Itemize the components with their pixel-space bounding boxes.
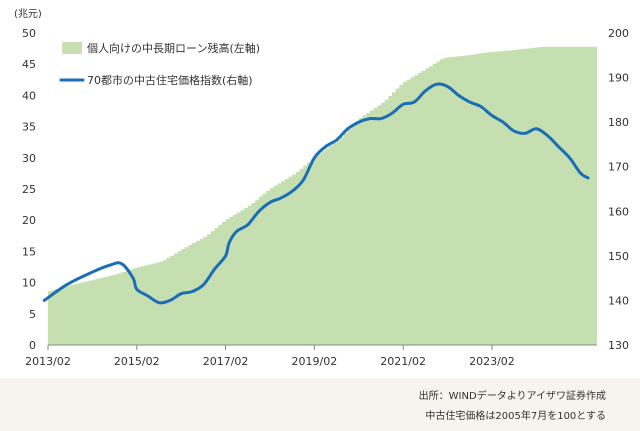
right-axis-tick-label: 140 [608,294,629,307]
right-axis-tick-label: 180 [608,116,629,129]
right-axis-tick-label: 200 [608,27,629,40]
left-axis-tick-label: 15 [22,245,36,258]
chart-footer: 出所：WINDデータよりアイザワ証券作成 中古住宅価格は2005年7月を100と… [0,378,640,431]
chart-area: 2013/02 2015/02 2017/02 2019/02 2021/02 2023/… [14,8,629,368]
left-axis-tick-label: 50 [22,27,36,40]
series-loan-balance-area [48,46,597,345]
left-axis-tick-label: 25 [22,183,36,196]
left-axis-tick-label: 0 [29,339,36,352]
left-axis-unit-label: (兆元) [14,8,42,20]
legend-swatch-loan-balance [62,42,82,54]
right-axis-tick-label: 150 [608,250,629,263]
x-tick-label: 2021/02 [380,355,426,368]
left-axis-tick-label: 35 [22,121,36,134]
left-axis-tick-label: 30 [22,152,36,165]
right-axis-tick-label: 160 [608,205,629,218]
right-axis-tick-label: 130 [608,339,629,352]
source-note: 出所：WINDデータよりアイザワ証券作成 [418,391,606,402]
left-axis-tick-label: 20 [22,214,36,227]
right-axis-tick-label: 170 [608,161,629,174]
legend-label-loan-balance: 個人向けの中長期ローン残高(左軸) [87,41,260,55]
x-tick-label: 2013/02 [25,355,71,368]
left-axis-tick-label: 10 [22,277,36,290]
legend-label-price-index: 70都市の中古住宅価格指数(右軸) [87,73,253,87]
left-axis-tick-label: 5 [29,308,36,321]
right-axis-tick-label: 190 [608,72,629,85]
left-axis-tick-label: 45 [22,58,36,71]
x-tick-label: 2019/02 [292,355,338,368]
series-price-index-line [42,82,590,305]
x-tick-label: 2017/02 [203,355,249,368]
x-tick-label: 2023/02 [469,355,515,368]
left-axis-tick-label: 40 [22,89,36,102]
x-tick-label: 2015/02 [114,355,160,368]
base-note: 中古住宅価格は2005年7月を100とする [425,411,606,422]
chart-svg: 2013/02 2015/02 2017/02 2019/02 2021/02 2023/… [14,8,629,368]
